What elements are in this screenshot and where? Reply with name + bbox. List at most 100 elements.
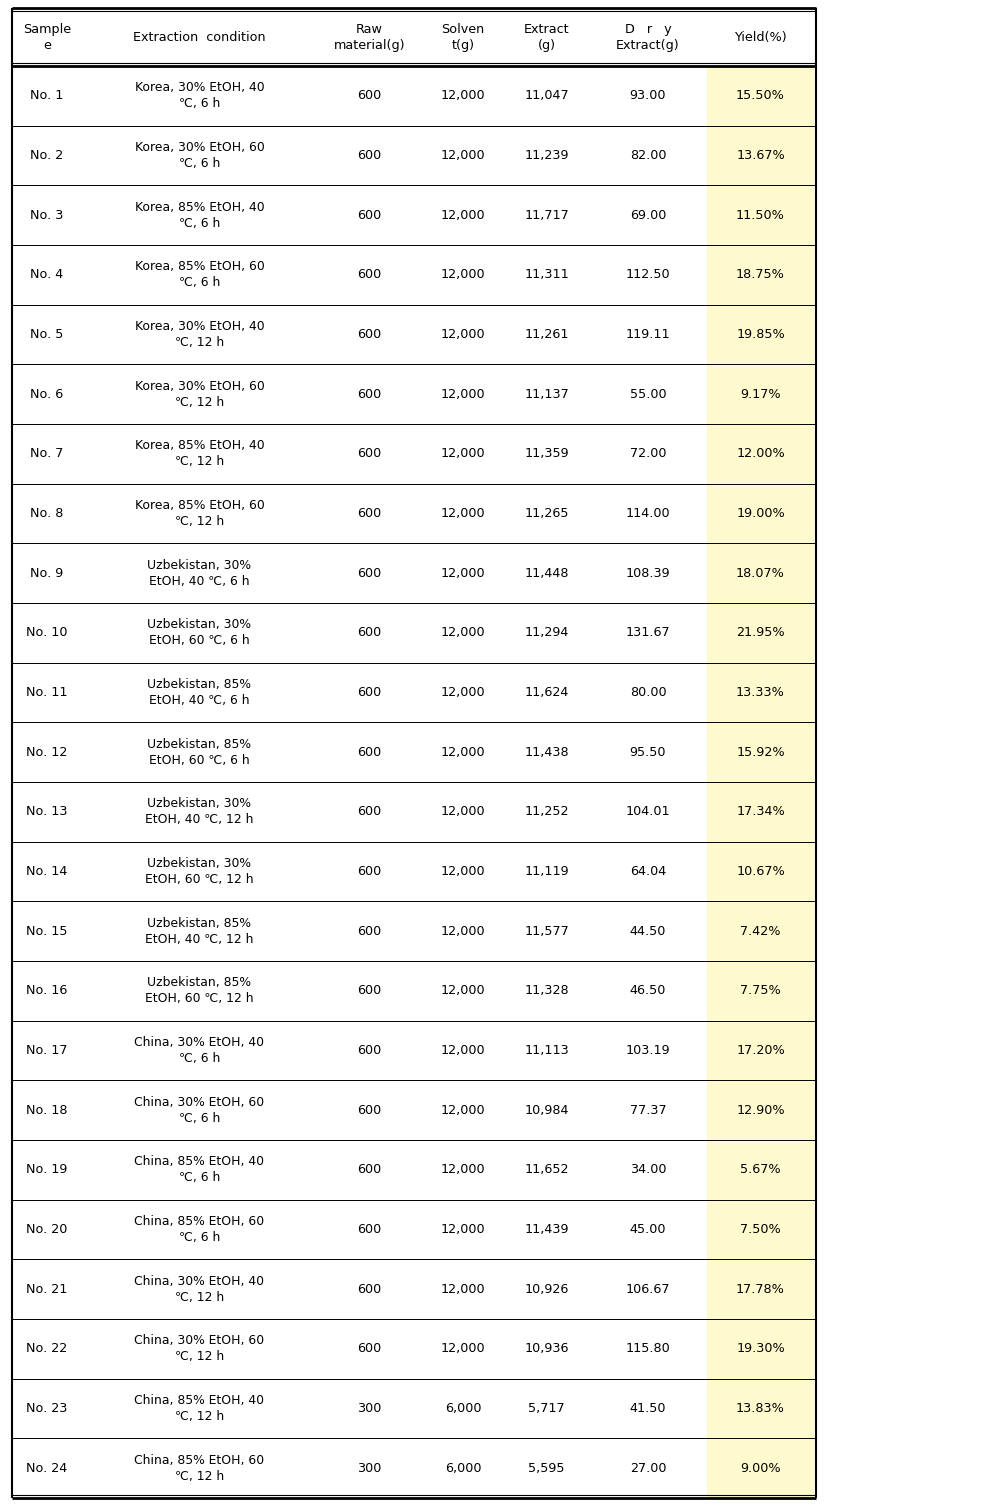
Text: 13.33%: 13.33% bbox=[736, 687, 785, 699]
Text: 600: 600 bbox=[357, 1104, 382, 1116]
Bar bbox=[707, 364, 814, 425]
Text: 12,000: 12,000 bbox=[441, 626, 485, 640]
Text: 5.67%: 5.67% bbox=[740, 1163, 781, 1176]
Text: 44.50: 44.50 bbox=[629, 925, 666, 938]
Text: 119.11: 119.11 bbox=[626, 328, 671, 340]
Text: 12,000: 12,000 bbox=[441, 268, 485, 282]
Text: China, 85% EtOH, 60
℃, 6 h: China, 85% EtOH, 60 ℃, 6 h bbox=[135, 1215, 264, 1244]
Text: China, 85% EtOH, 40
℃, 12 h: China, 85% EtOH, 40 ℃, 12 h bbox=[135, 1395, 264, 1423]
Text: No. 11: No. 11 bbox=[27, 687, 68, 699]
Text: 7.42%: 7.42% bbox=[740, 925, 781, 938]
Bar bbox=[707, 245, 814, 304]
Text: 18.75%: 18.75% bbox=[736, 268, 785, 282]
Bar bbox=[707, 1140, 814, 1200]
Text: 11,113: 11,113 bbox=[524, 1044, 569, 1057]
Text: 12,000: 12,000 bbox=[441, 925, 485, 938]
Text: 11,624: 11,624 bbox=[524, 687, 569, 699]
Text: 600: 600 bbox=[357, 1283, 382, 1295]
Text: 600: 600 bbox=[357, 387, 382, 401]
Text: No. 21: No. 21 bbox=[27, 1283, 68, 1295]
Text: 600: 600 bbox=[357, 626, 382, 640]
Bar bbox=[707, 1438, 814, 1498]
Text: 600: 600 bbox=[357, 925, 382, 938]
Text: No. 18: No. 18 bbox=[27, 1104, 68, 1116]
Text: No. 22: No. 22 bbox=[27, 1342, 68, 1355]
Text: 18.07%: 18.07% bbox=[736, 566, 785, 580]
Bar bbox=[707, 782, 814, 842]
Text: 11,328: 11,328 bbox=[524, 985, 569, 997]
Text: 10,926: 10,926 bbox=[524, 1283, 569, 1295]
Text: 6,000: 6,000 bbox=[445, 1462, 481, 1474]
Text: 12,000: 12,000 bbox=[441, 687, 485, 699]
Text: 300: 300 bbox=[357, 1402, 382, 1416]
Bar bbox=[707, 1200, 814, 1259]
Text: 12,000: 12,000 bbox=[441, 209, 485, 221]
Text: 19.00%: 19.00% bbox=[736, 508, 785, 520]
Text: 17.34%: 17.34% bbox=[736, 806, 785, 818]
Text: 600: 600 bbox=[357, 985, 382, 997]
Text: China, 30% EtOH, 40
℃, 6 h: China, 30% EtOH, 40 ℃, 6 h bbox=[135, 1036, 264, 1065]
Text: 12,000: 12,000 bbox=[441, 149, 485, 163]
Text: No. 23: No. 23 bbox=[27, 1402, 68, 1416]
Text: 6,000: 6,000 bbox=[445, 1402, 481, 1416]
Text: 12.00%: 12.00% bbox=[736, 447, 785, 461]
Text: 5,595: 5,595 bbox=[528, 1462, 565, 1474]
Text: 12.90%: 12.90% bbox=[736, 1104, 785, 1116]
Text: Raw
material(g): Raw material(g) bbox=[334, 23, 406, 51]
Text: 600: 600 bbox=[357, 1044, 382, 1057]
Text: 600: 600 bbox=[357, 1163, 382, 1176]
Text: 69.00: 69.00 bbox=[629, 209, 666, 221]
Bar bbox=[707, 1319, 814, 1378]
Text: 114.00: 114.00 bbox=[626, 508, 671, 520]
Text: 11,047: 11,047 bbox=[524, 89, 569, 102]
Text: Solven
t(g): Solven t(g) bbox=[441, 23, 485, 51]
Text: 600: 600 bbox=[357, 89, 382, 102]
Text: 72.00: 72.00 bbox=[629, 447, 666, 461]
Text: No. 20: No. 20 bbox=[27, 1223, 68, 1236]
Text: 11,265: 11,265 bbox=[524, 508, 569, 520]
Text: 12,000: 12,000 bbox=[441, 1044, 485, 1057]
Text: Uzbekistan, 30%
EtOH, 40 ℃, 6 h: Uzbekistan, 30% EtOH, 40 ℃, 6 h bbox=[147, 559, 251, 587]
Text: 9.00%: 9.00% bbox=[740, 1462, 781, 1474]
Text: 600: 600 bbox=[357, 745, 382, 759]
Text: Sample
e: Sample e bbox=[23, 23, 71, 51]
Bar bbox=[707, 1021, 814, 1080]
Text: Extract
(g): Extract (g) bbox=[523, 23, 570, 51]
Text: No. 24: No. 24 bbox=[27, 1462, 68, 1474]
Text: 12,000: 12,000 bbox=[441, 1342, 485, 1355]
Text: 11,359: 11,359 bbox=[524, 447, 569, 461]
Text: 600: 600 bbox=[357, 447, 382, 461]
Text: No. 15: No. 15 bbox=[27, 925, 68, 938]
Text: Yield(%): Yield(%) bbox=[735, 30, 787, 44]
Text: Uzbekistan, 30%
EtOH, 60 ℃, 12 h: Uzbekistan, 30% EtOH, 60 ℃, 12 h bbox=[145, 857, 253, 886]
Text: No. 13: No. 13 bbox=[27, 806, 68, 818]
Text: Uzbekistan, 30%
EtOH, 60 ℃, 6 h: Uzbekistan, 30% EtOH, 60 ℃, 6 h bbox=[147, 619, 251, 648]
Text: China, 30% EtOH, 60
℃, 6 h: China, 30% EtOH, 60 ℃, 6 h bbox=[135, 1096, 264, 1125]
Text: Uzbekistan, 85%
EtOH, 40 ℃, 12 h: Uzbekistan, 85% EtOH, 40 ℃, 12 h bbox=[145, 917, 253, 946]
Text: China, 85% EtOH, 40
℃, 6 h: China, 85% EtOH, 40 ℃, 6 h bbox=[135, 1155, 264, 1184]
Bar bbox=[707, 304, 814, 364]
Text: No. 12: No. 12 bbox=[27, 745, 68, 759]
Text: 12,000: 12,000 bbox=[441, 864, 485, 878]
Text: 600: 600 bbox=[357, 508, 382, 520]
Text: 11,652: 11,652 bbox=[524, 1163, 569, 1176]
Text: No. 2: No. 2 bbox=[30, 149, 64, 163]
Text: 11.50%: 11.50% bbox=[736, 209, 785, 221]
Bar bbox=[707, 66, 814, 125]
Text: 11,448: 11,448 bbox=[524, 566, 569, 580]
Text: 12,000: 12,000 bbox=[441, 1104, 485, 1116]
Text: Korea, 30% EtOH, 60
℃, 6 h: Korea, 30% EtOH, 60 ℃, 6 h bbox=[135, 142, 264, 170]
Text: 131.67: 131.67 bbox=[626, 626, 671, 640]
Text: 13.67%: 13.67% bbox=[736, 149, 785, 163]
Bar bbox=[707, 425, 814, 483]
Text: 103.19: 103.19 bbox=[626, 1044, 671, 1057]
Text: 10.67%: 10.67% bbox=[736, 864, 785, 878]
Text: No. 6: No. 6 bbox=[30, 387, 64, 401]
Text: 12,000: 12,000 bbox=[441, 328, 485, 340]
Text: No. 10: No. 10 bbox=[27, 626, 68, 640]
Text: Extraction  condition: Extraction condition bbox=[134, 30, 266, 44]
Bar bbox=[707, 1259, 814, 1319]
Text: 12,000: 12,000 bbox=[441, 1283, 485, 1295]
Bar bbox=[707, 723, 814, 782]
Text: No. 17: No. 17 bbox=[27, 1044, 68, 1057]
